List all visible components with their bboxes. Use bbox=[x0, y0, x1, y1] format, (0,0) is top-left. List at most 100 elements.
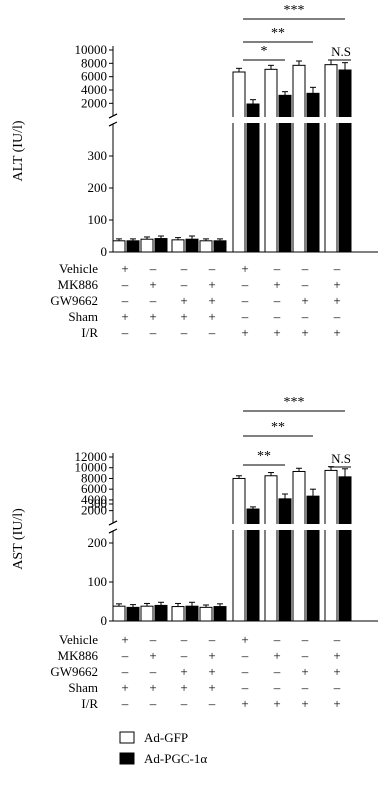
chart1-treatment-mark: + bbox=[273, 277, 280, 292]
chart1-treatment-mark: – bbox=[208, 325, 216, 340]
chart2-treatment-mark: – bbox=[241, 648, 249, 663]
legend-label: Ad-GFP bbox=[144, 730, 188, 745]
chart1-bar-ad-gfp bbox=[292, 64, 306, 253]
chart2-treatment-mark: + bbox=[180, 664, 187, 679]
chart2-treatment-mark: + bbox=[241, 696, 248, 711]
chart1-treatment-mark: + bbox=[333, 277, 340, 292]
chart1-significance-label: N.S bbox=[331, 44, 351, 59]
chart1-treatment-mark: + bbox=[241, 325, 248, 340]
chart2-treatment-mark: + bbox=[333, 696, 340, 711]
chart1-bar-ad-pgc1a bbox=[246, 103, 260, 253]
chart2-bar-ad-pgc1a bbox=[306, 495, 320, 622]
chart2-bar-ad-gfp bbox=[324, 469, 338, 622]
chart2-treatment-mark: – bbox=[301, 648, 309, 663]
chart1-treatment-mark: – bbox=[149, 325, 157, 340]
chart2-y-tick-label: 100 bbox=[88, 574, 108, 589]
chart2-treatment-mark: – bbox=[301, 632, 309, 647]
chart2-treatment-mark: + bbox=[208, 648, 215, 663]
chart2-treatment-mark: + bbox=[301, 696, 308, 711]
chart2-bar-ad-gfp bbox=[140, 605, 154, 622]
chart2-treatment-mark: + bbox=[301, 664, 308, 679]
chart2-treatment-mark: – bbox=[241, 664, 249, 679]
chart1-bar-ad-gfp bbox=[232, 71, 246, 253]
chart2-treatment-mark: – bbox=[149, 632, 157, 647]
chart2-bar-ad-gfp bbox=[264, 475, 278, 622]
chart1-bar-ad-pgc1a bbox=[154, 238, 168, 253]
chart1-treatment-mark: – bbox=[333, 309, 341, 324]
chart1-significance-label: *** bbox=[284, 3, 305, 18]
chart1-treatment-mark: – bbox=[180, 277, 188, 292]
chart2-treatment-row-label: MK886 bbox=[58, 648, 99, 663]
chart2-bar-ad-gfp bbox=[171, 606, 185, 622]
chart1-treatment-mark: – bbox=[149, 293, 157, 308]
chart2-treatment-mark: – bbox=[208, 696, 216, 711]
chart2-bar-ad-gfp bbox=[199, 606, 213, 622]
chart2-bar-ad-pgc1a bbox=[154, 604, 168, 622]
chart1-treatment-mark: + bbox=[121, 309, 128, 324]
chart1-bar-ad-gfp bbox=[140, 238, 154, 253]
chart2-treatment-mark: – bbox=[333, 632, 341, 647]
chart2-treatment-mark: – bbox=[180, 696, 188, 711]
chart2-axis-break-mark bbox=[108, 520, 118, 526]
chart1-treatment-mark: – bbox=[333, 261, 341, 276]
chart2-treatment-mark: – bbox=[180, 648, 188, 663]
chart1-treatment-mark: – bbox=[273, 309, 281, 324]
chart2-significance-label: ** bbox=[271, 420, 285, 435]
chart1-treatment-mark: – bbox=[301, 309, 309, 324]
chart1-bar-ad-gfp bbox=[324, 64, 338, 253]
chart1-treatment-mark: + bbox=[149, 309, 156, 324]
chart1-bar-ad-pgc1a bbox=[185, 238, 199, 253]
chart2-treatment-mark: – bbox=[333, 680, 341, 695]
chart2-treatment-mark: – bbox=[180, 632, 188, 647]
chart1-treatment-mark: + bbox=[149, 277, 156, 292]
chart2-treatment-mark: + bbox=[180, 680, 187, 695]
chart2-significance-label: *** bbox=[284, 395, 305, 410]
chart2-treatment-mark: + bbox=[208, 680, 215, 695]
chart1-bar-break-gap bbox=[114, 117, 384, 123]
chart1-treatment-mark: – bbox=[180, 261, 188, 276]
chart1-treatment-mark: + bbox=[180, 309, 187, 324]
chart2-treatment-mark: + bbox=[333, 664, 340, 679]
chart2-treatment-mark: + bbox=[121, 680, 128, 695]
chart1-treatment-mark: – bbox=[121, 277, 129, 292]
chart2-y-tick-label: 200 bbox=[88, 535, 108, 550]
chart1-treatment-row-label: Vehicle bbox=[59, 261, 98, 276]
legend-label: Ad-PGC-1α bbox=[144, 751, 207, 766]
chart1-treatment-mark: + bbox=[301, 293, 308, 308]
chart1-treatment-row-label: MK886 bbox=[58, 277, 99, 292]
chart1-treatment-row-label: I/R bbox=[81, 325, 98, 340]
chart2-y-tick-label: 8000 bbox=[81, 470, 107, 485]
chart2-treatment-mark: – bbox=[241, 680, 249, 695]
chart1-bar-ad-gfp bbox=[171, 239, 185, 253]
chart1-y-tick-label: 6000 bbox=[81, 69, 107, 84]
chart1-treatment-mark: – bbox=[121, 293, 129, 308]
chart2-bar-ad-gfp bbox=[292, 470, 306, 622]
chart1-treatment-mark: – bbox=[273, 293, 281, 308]
chart1-treatment-mark: – bbox=[241, 293, 249, 308]
chart2-treatment-mark: – bbox=[301, 680, 309, 695]
chart1-y-tick-label: 100 bbox=[88, 212, 108, 227]
chart2-y-tick-label: 2000 bbox=[81, 503, 107, 518]
chart2-y-axis-label: AST (IU/l) bbox=[11, 508, 26, 570]
chart1-treatment-mark: – bbox=[121, 325, 129, 340]
chart2-bar-ad-pgc1a bbox=[126, 606, 140, 622]
chart2-y-tick-label: 6000 bbox=[81, 481, 107, 496]
chart2-axis-break-mark bbox=[108, 528, 118, 534]
chart1-axis-break-mark bbox=[108, 113, 118, 119]
chart1-bar-ad-gfp bbox=[264, 68, 278, 253]
chart1-treatment-mark: + bbox=[208, 293, 215, 308]
chart1-treatment-mark: + bbox=[333, 293, 340, 308]
chart2-y-tick-label: 10000 bbox=[75, 460, 108, 475]
chart2-bar-ad-pgc1a bbox=[278, 498, 292, 622]
chart1-y-tick-label: 300 bbox=[88, 148, 108, 163]
chart1-treatment-mark: – bbox=[241, 309, 249, 324]
chart2-treatment-mark: – bbox=[149, 664, 157, 679]
chart1-treatment-mark: – bbox=[180, 325, 188, 340]
chart2-treatment-mark: + bbox=[149, 680, 156, 695]
chart2-treatment-mark: – bbox=[208, 632, 216, 647]
chart2-treatment-mark: + bbox=[273, 696, 280, 711]
chart2-y-tick-label: 12000 bbox=[75, 449, 108, 464]
chart2-bar-ad-pgc1a bbox=[338, 476, 352, 622]
chart1-treatment-mark: + bbox=[180, 293, 187, 308]
